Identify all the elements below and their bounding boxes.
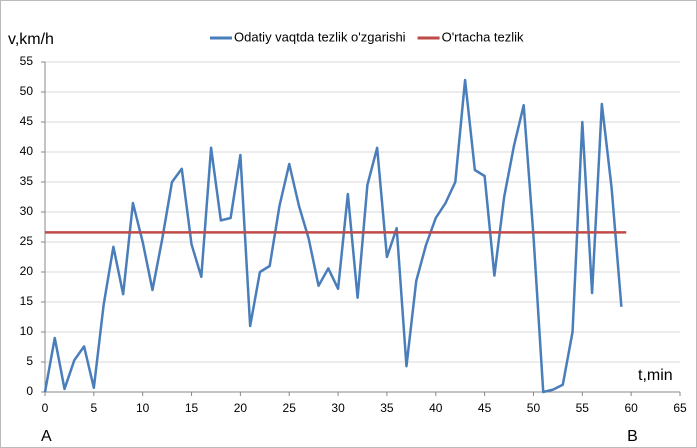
y-tick-label: 40	[20, 144, 34, 158]
annotation: A	[41, 428, 52, 445]
series-line	[43, 78, 623, 394]
x-tick-label: 10	[136, 401, 150, 415]
x-tick-label: 35	[380, 401, 394, 415]
legend-label: O'rtacha tezlik	[442, 29, 524, 44]
y-tick-label: 45	[20, 114, 34, 128]
y-tick-label: 35	[20, 174, 34, 188]
x-tick-label: 25	[283, 401, 297, 415]
annotation: B	[627, 428, 638, 445]
x-axis-label: t,min	[638, 367, 673, 384]
x-tick-label: 0	[42, 401, 49, 415]
x-tick-label: 40	[429, 401, 443, 415]
y-tick-label: 0	[26, 384, 33, 398]
y-tick-label: 15	[20, 294, 34, 308]
x-tick-label: 65	[673, 401, 687, 415]
legend-label: Odatiy vaqtda tezlik o'zgarishi	[234, 29, 406, 44]
y-tick-label: 55	[20, 54, 34, 68]
y-tick-label: 25	[20, 234, 34, 248]
y-tick-label: 10	[20, 324, 34, 338]
x-tick-label: 50	[527, 401, 541, 415]
x-tick-label: 5	[91, 401, 98, 415]
y-tick-label: 20	[20, 264, 34, 278]
x-tick-label: 20	[234, 401, 248, 415]
y-axis-label: v,km/h	[8, 31, 54, 48]
x-tick-label: 45	[478, 401, 492, 415]
x-tick-label: 55	[576, 401, 590, 415]
x-tick-label: 60	[624, 401, 638, 415]
y-tick-label: 50	[20, 84, 34, 98]
x-tick-label: 15	[185, 401, 199, 415]
y-tick-label: 30	[20, 204, 34, 218]
y-tick-label: 5	[26, 354, 33, 368]
x-tick-label: 30	[331, 401, 345, 415]
